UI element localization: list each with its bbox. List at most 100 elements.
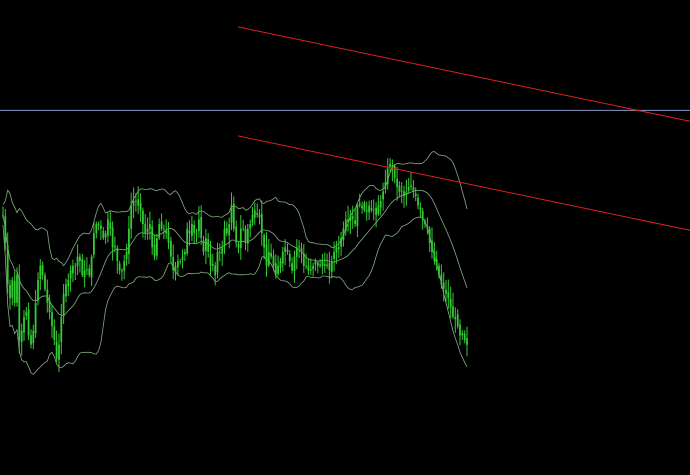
candle-body	[417, 197, 419, 206]
candle-body	[447, 292, 450, 299]
candle-body	[302, 253, 305, 266]
candle	[111, 221, 114, 261]
candle	[286, 243, 289, 255]
candle	[151, 220, 154, 255]
candle	[466, 326, 468, 357]
candle-body	[188, 230, 191, 234]
candle	[79, 253, 81, 273]
candle	[100, 220, 102, 241]
candle-body	[333, 251, 335, 259]
bollinger-lower-band	[2, 216, 468, 375]
candle-body	[326, 264, 328, 266]
candle-body	[186, 228, 189, 254]
candle	[216, 242, 219, 279]
candle-body	[88, 268, 91, 276]
candle	[20, 323, 23, 356]
candle	[211, 253, 214, 271]
candle	[421, 207, 424, 230]
candle-body	[177, 261, 179, 268]
candle	[244, 225, 247, 251]
candle	[272, 249, 275, 272]
candles	[2, 157, 468, 373]
candle-body	[293, 256, 296, 271]
candle-body	[132, 200, 135, 206]
candle-body	[20, 330, 23, 343]
candle	[396, 166, 398, 201]
candle	[305, 253, 307, 270]
candle-body	[200, 217, 203, 238]
candle-body	[445, 289, 447, 294]
candle-body	[459, 324, 461, 336]
candle	[76, 244, 79, 275]
candle	[165, 219, 168, 239]
candle	[153, 234, 156, 261]
candle-body	[449, 298, 452, 308]
candle	[452, 292, 454, 319]
candle-body	[342, 228, 345, 241]
candle-body	[181, 256, 184, 260]
candle-body	[351, 216, 354, 220]
candle-body	[30, 335, 32, 345]
candle-body	[260, 213, 263, 234]
candle-body	[452, 306, 454, 317]
candle	[142, 207, 144, 238]
candle-body	[218, 251, 221, 253]
candle-body	[400, 190, 403, 192]
candle	[354, 208, 356, 228]
candle	[235, 220, 238, 248]
candle-body	[361, 205, 363, 209]
candle	[412, 180, 415, 198]
candle-body	[48, 300, 51, 313]
candle	[46, 279, 49, 313]
candle-body	[258, 214, 261, 218]
candle-body	[365, 210, 368, 212]
candle-body	[237, 244, 240, 248]
candle-body	[354, 220, 356, 225]
candle	[459, 319, 461, 346]
candle-body	[300, 247, 303, 252]
candle	[342, 221, 345, 247]
candle	[144, 214, 147, 240]
candle	[44, 272, 46, 292]
candle	[302, 244, 305, 273]
candle	[167, 222, 170, 250]
candle-body	[137, 199, 140, 206]
candle-body	[274, 263, 277, 276]
candle-body	[156, 238, 158, 256]
candle-body	[256, 212, 259, 215]
candle-body	[314, 261, 317, 265]
candle	[193, 220, 196, 245]
candle	[328, 251, 331, 284]
candle	[81, 253, 84, 278]
candle	[461, 330, 464, 340]
channel-upper-line	[237, 26, 690, 122]
candle	[214, 261, 217, 286]
candle-body	[23, 316, 25, 333]
candle	[16, 267, 18, 307]
candle	[69, 265, 72, 292]
candle-body	[118, 263, 121, 271]
candle-body	[198, 219, 200, 232]
candle	[32, 324, 35, 350]
candle	[358, 193, 361, 208]
candle	[316, 260, 319, 274]
candle-body	[251, 214, 254, 224]
candle-body	[272, 255, 275, 266]
candle-body	[90, 256, 93, 278]
candle-body	[165, 230, 168, 234]
candle	[104, 230, 107, 244]
candle-body	[104, 233, 107, 238]
candle	[118, 260, 121, 275]
candle	[2, 206, 4, 219]
candle	[13, 271, 16, 307]
candle-body	[412, 187, 415, 192]
candle-body	[235, 226, 238, 243]
candle	[337, 235, 340, 258]
candle	[48, 294, 51, 320]
candle-body	[323, 263, 326, 266]
candle-body	[232, 203, 235, 229]
candle-body	[396, 178, 398, 187]
candle	[163, 224, 165, 240]
